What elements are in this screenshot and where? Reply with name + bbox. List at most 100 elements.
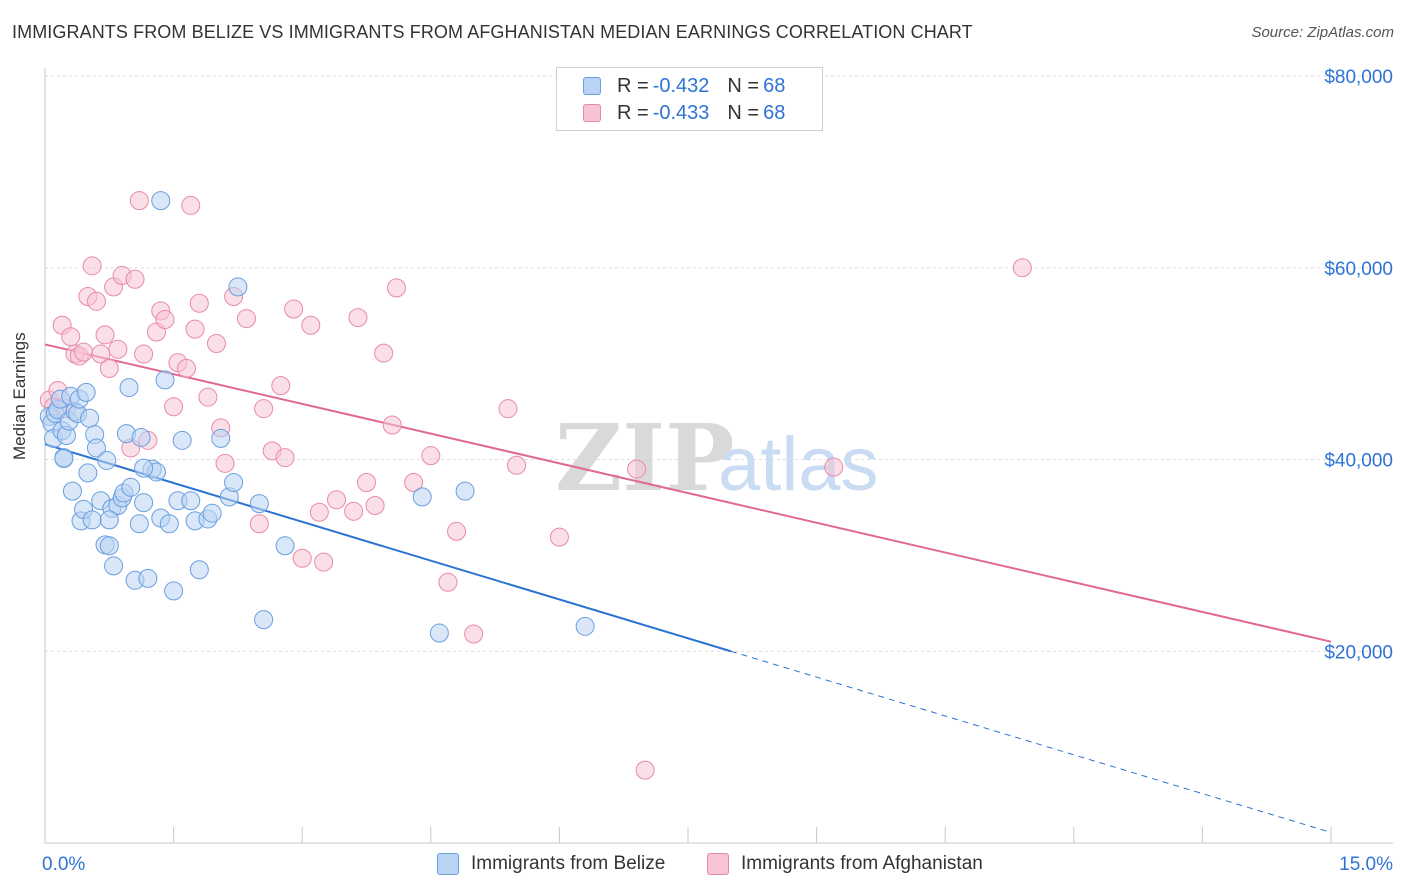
belize-n-label: N = [727, 74, 760, 97]
afghanistan-point [125, 269, 145, 289]
afghanistan-point [82, 256, 102, 276]
afghanistan-point [309, 502, 329, 522]
belize-point [164, 581, 184, 601]
belize-n-value: 68 [763, 74, 786, 97]
afghanistan-point [404, 473, 424, 493]
belize-point [249, 494, 269, 514]
afghanistan-points [39, 191, 1032, 780]
belize-point [99, 510, 119, 530]
afghanistan-point [206, 333, 226, 353]
afghanistan-r-value: -0.433 [652, 101, 710, 124]
legend-row-afghanistan: R = -0.433 N = 68 [583, 101, 785, 125]
afghanistan-point [275, 448, 295, 468]
x-tick-label: 0.0% [42, 854, 85, 875]
belize-point [189, 560, 209, 580]
belize-point [134, 493, 154, 513]
belize-points [39, 191, 595, 643]
afghanistan-point [627, 459, 647, 479]
afghanistan-point [61, 327, 81, 347]
afghanistan-point [549, 527, 569, 547]
belize-point [129, 514, 149, 534]
belize-point [412, 487, 432, 507]
belize-point [224, 473, 244, 493]
afghanistan-point [185, 319, 205, 339]
belize-point [172, 430, 192, 450]
afghanistan-point [249, 514, 269, 534]
belize-point [78, 463, 98, 483]
afghanistan-point [181, 195, 201, 215]
belize-point [86, 438, 106, 458]
chart-title: IMMIGRANTS FROM BELIZE VS IMMIGRANTS FRO… [12, 22, 973, 42]
belize-point [151, 191, 171, 211]
afghanistan-point [387, 278, 407, 298]
belize-point [54, 449, 74, 469]
belize-swatch [583, 77, 601, 95]
bottom-legend-belize: Immigrants from Belize [437, 852, 665, 876]
afghanistan-point [447, 521, 467, 541]
x-tick-label: 15.0% [1339, 854, 1393, 875]
belize-point [138, 568, 158, 588]
y-axis-label: Median Earnings [10, 332, 29, 460]
watermark-zip: ZIP [555, 404, 734, 512]
source-label: Source: ZipAtlas.com [1251, 24, 1394, 41]
trend-line-belize-extension [730, 650, 1332, 833]
afghanistan-point [271, 376, 291, 396]
bottom-belize-swatch [437, 853, 459, 875]
stats-legend: R = -0.432 N = 68 R = -0.433 N = 68 [556, 67, 823, 131]
afghanistan-point [382, 415, 402, 435]
afghanistan-r-label: R = [617, 101, 649, 124]
y-tick-label: $40,000 [1324, 451, 1393, 472]
afghanistan-point [438, 572, 458, 592]
afghanistan-point [357, 473, 376, 493]
afghanistan-point [421, 446, 441, 466]
belize-point [202, 503, 222, 523]
afghanistan-point [74, 342, 94, 362]
belize-point [159, 514, 179, 534]
legend-row-belize: R = -0.432 N = 68 [583, 74, 785, 98]
afghanistan-n-label: N = [727, 101, 760, 124]
belize-point [62, 481, 82, 501]
afghanistan-point [134, 344, 154, 364]
afghanistan-swatch [583, 104, 601, 122]
y-tick-label: $80,000 [1324, 67, 1393, 88]
belize-point [455, 481, 475, 501]
afghanistan-point [284, 299, 304, 319]
y-tick-label: $60,000 [1324, 259, 1393, 280]
belize-point [82, 510, 102, 530]
afghanistan-point [1012, 258, 1032, 278]
afghanistan-point [129, 191, 149, 211]
afghanistan-point [189, 293, 209, 313]
gridlines [45, 75, 1393, 652]
belize-point [119, 378, 139, 398]
afghanistan-point [176, 358, 196, 378]
afghanistan-point [198, 387, 218, 407]
belize-point [97, 450, 117, 470]
belize-point [134, 458, 154, 478]
bottom-legend-afghanistan: Immigrants from Afghanistan [707, 852, 983, 876]
watermark: ZIP atlas [555, 404, 879, 512]
trend-line-afghanistan [44, 343, 1332, 643]
afghanistan-n-value: 68 [763, 101, 786, 124]
afghanistan-point [314, 552, 334, 572]
bottom-afghanistan-label: Immigrants from Afghanistan [741, 853, 983, 874]
belize-point [429, 623, 449, 643]
belize-point [228, 277, 248, 297]
belize-point [99, 536, 119, 556]
afghanistan-point [236, 309, 256, 329]
afghanistan-point [86, 291, 106, 311]
y-tick-label: $20,000 [1324, 642, 1393, 663]
afghanistan-point [344, 501, 364, 521]
belize-point [275, 536, 295, 556]
afghanistan-point [635, 760, 655, 780]
afghanistan-point [301, 315, 321, 335]
belize-point [254, 610, 274, 630]
afghanistan-point [155, 310, 175, 330]
afghanistan-point [498, 399, 518, 419]
belize-r-value: -0.432 [652, 74, 710, 97]
belize-point [80, 408, 100, 428]
afghanistan-point [215, 453, 235, 473]
belize-r-label: R = [617, 74, 649, 97]
belize-point [104, 556, 124, 576]
afghanistan-point [95, 325, 115, 345]
